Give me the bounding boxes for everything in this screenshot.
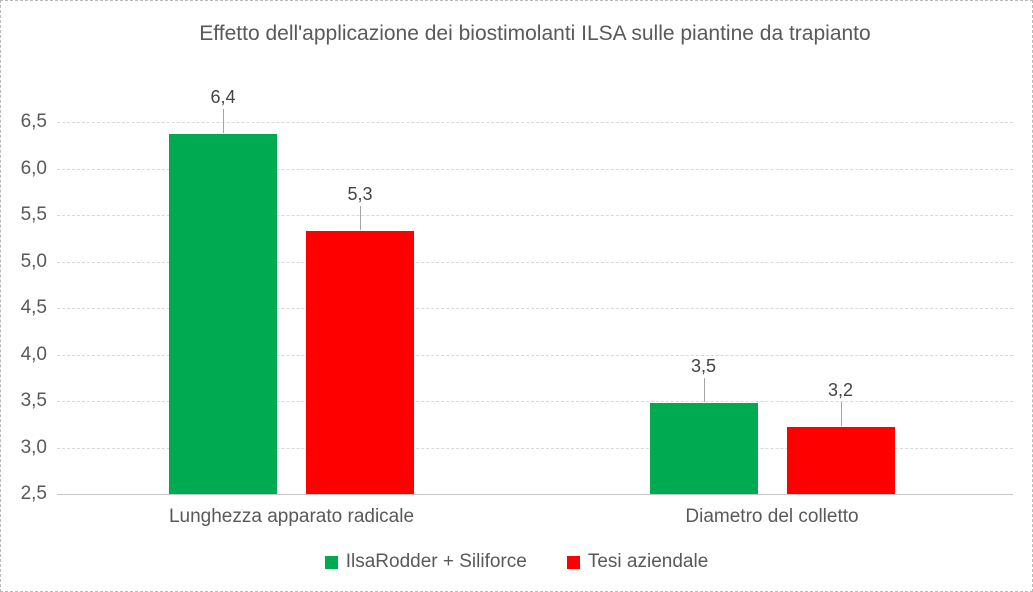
y-axis-tick-label: 4,0 — [20, 343, 47, 365]
bar-green-category-2 — [649, 402, 758, 494]
gridline — [57, 308, 1013, 309]
data-label-leader-line — [840, 402, 842, 427]
plot-area: 6,4 5,3 3,5 3,2 — [57, 87, 1013, 495]
gridline — [57, 168, 1013, 170]
gridline — [57, 261, 1013, 263]
legend-item-tesi-aziendale: Tesi aziendale — [566, 551, 709, 573]
gridline — [57, 215, 1013, 216]
legend: IlsaRodder + Siliforce Tesi aziendale — [1, 551, 1032, 573]
x-axis-line — [57, 494, 1013, 495]
y-axis-tick-label: 6,5 — [20, 111, 47, 132]
bar-green-category-1 — [169, 134, 277, 494]
legend-label-ilsarodder-siliforce: IlsaRodder + Siliforce — [345, 551, 527, 572]
legend-label-tesi-aziendale: Tesi aziendale — [587, 551, 709, 572]
x-axis-category-label: Diametro del colletto — [685, 506, 859, 527]
bar-data-label: 3,5 — [690, 355, 717, 376]
legend-swatch-green-icon — [324, 555, 338, 569]
y-axis-tick-label: 5,5 — [20, 204, 47, 225]
bar-red-category-1 — [306, 230, 414, 494]
data-label-leader-line — [703, 377, 705, 402]
y-axis-tick-label: 2,5 — [20, 483, 47, 504]
chart-title: Effetto dell'applicazione dei biostimola… — [199, 22, 871, 45]
legend-swatch-red-icon — [566, 555, 580, 569]
y-axis-tick-label: 6,0 — [20, 157, 47, 179]
gridline — [57, 447, 1013, 449]
x-axis-category-label: Lunghezza apparato radicale — [168, 506, 415, 527]
gridline — [57, 354, 1013, 356]
y-axis-tick-label: 4,5 — [20, 297, 47, 318]
x-axis: Lunghezza apparato radicale Diametro del … — [1, 506, 1032, 532]
y-axis-tick-label: 5,0 — [20, 250, 47, 272]
bar-red-category-2 — [786, 427, 895, 494]
y-axis-tick-label: 3,0 — [20, 436, 47, 458]
bar-data-label: 5,3 — [347, 183, 373, 204]
gridline — [57, 122, 1013, 123]
gridline — [57, 401, 1013, 402]
bar-data-label: 6,4 — [210, 87, 236, 108]
y-axis-tick-label: 3,5 — [20, 390, 47, 411]
data-label-leader-line — [223, 109, 224, 134]
bar-data-label: 3,2 — [827, 380, 854, 401]
legend-item-ilsarodder-siliforce: IlsaRodder + Siliforce — [324, 551, 527, 573]
data-label-leader-line — [360, 205, 361, 230]
